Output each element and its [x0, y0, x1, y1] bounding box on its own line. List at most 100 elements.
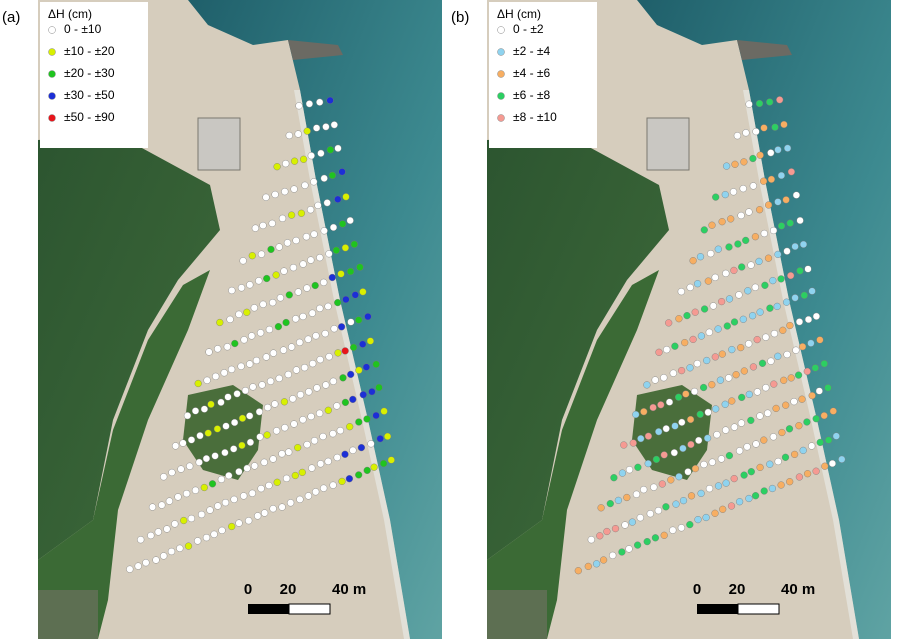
survey-point: [615, 497, 622, 504]
survey-point: [222, 499, 229, 506]
survey-point: [337, 427, 344, 434]
survey-point: [703, 514, 710, 521]
survey-point: [784, 351, 791, 358]
survey-point: [780, 377, 787, 384]
survey-point: [316, 254, 323, 261]
survey-point: [680, 445, 687, 452]
survey-point: [279, 450, 286, 457]
survey-point: [211, 531, 218, 538]
survey-point: [659, 481, 666, 488]
survey-point: [246, 413, 253, 420]
survey-point: [368, 440, 375, 447]
survey-point: [813, 313, 820, 320]
survey-point: [741, 159, 748, 166]
survey-point: [804, 368, 811, 375]
survey-point: [231, 496, 238, 503]
survey-point: [247, 439, 254, 446]
survey-point: [669, 527, 676, 534]
survey-point: [208, 401, 215, 408]
survey-point: [792, 294, 799, 301]
legend-label: ±2 - ±4: [513, 44, 551, 58]
survey-point: [281, 424, 288, 431]
survey-point: [274, 163, 281, 170]
survey-point: [342, 451, 349, 458]
survey-point: [357, 264, 364, 271]
survey-point: [292, 315, 299, 322]
survey-point: [678, 524, 685, 531]
survey-point: [260, 222, 267, 229]
survey-point: [356, 367, 363, 374]
survey-point: [342, 399, 349, 406]
survey-point: [270, 456, 277, 463]
survey-point: [678, 367, 685, 374]
survey-point: [126, 566, 133, 573]
survey-point: [380, 460, 387, 467]
survey-point: [808, 340, 815, 347]
survey-point: [738, 212, 745, 219]
survey-point: [316, 410, 323, 417]
survey-point: [286, 132, 293, 139]
survey-point: [155, 529, 162, 536]
survey-point: [292, 472, 299, 479]
survey-point: [709, 222, 716, 229]
legend-label: ±4 - ±6: [513, 66, 551, 80]
survey-point: [166, 498, 173, 505]
survey-point: [266, 482, 273, 489]
survey-point: [256, 408, 263, 415]
building: [198, 118, 240, 170]
survey-point: [741, 368, 748, 375]
survey-point: [143, 559, 150, 566]
survey-point: [656, 349, 663, 356]
survey-point: [305, 336, 312, 343]
survey-point: [800, 241, 807, 248]
survey-point: [318, 150, 325, 157]
survey-point: [295, 131, 302, 138]
survey-point: [286, 292, 293, 299]
survey-point: [338, 323, 345, 330]
survey-point: [299, 469, 306, 476]
survey-point: [760, 178, 767, 185]
survey-point: [373, 412, 380, 419]
survey-point: [604, 528, 611, 535]
survey-point: [705, 409, 712, 416]
survey-point: [786, 425, 793, 432]
survey-point: [276, 244, 283, 251]
survey-point: [712, 354, 719, 361]
survey-point: [775, 199, 782, 206]
survey-point: [795, 372, 802, 379]
survey-point: [287, 499, 294, 506]
survey-point: [797, 217, 804, 224]
survey-point: [249, 252, 256, 259]
survey-point: [619, 549, 626, 556]
survey-point: [261, 459, 268, 466]
survey-point: [635, 464, 642, 471]
survey-point: [726, 452, 733, 459]
survey-point: [817, 337, 824, 344]
survey-point: [288, 212, 295, 219]
survey-point: [221, 369, 228, 376]
survey-point: [283, 319, 290, 326]
survey-point: [660, 374, 667, 381]
survey-point: [707, 250, 714, 257]
survey-point: [158, 502, 165, 509]
survey-point: [312, 282, 319, 289]
survey-point: [355, 317, 362, 324]
legend-label: 0 - ±10: [64, 22, 102, 36]
survey-point: [296, 102, 303, 109]
survey-point: [770, 381, 777, 388]
survey-point: [267, 378, 274, 385]
survey-point: [381, 408, 388, 415]
survey-point: [809, 392, 816, 399]
survey-point: [672, 423, 679, 430]
survey-point: [239, 415, 246, 422]
survey-point: [738, 264, 745, 271]
survey-point: [260, 301, 267, 308]
survey-point: [644, 382, 651, 389]
survey-point: [719, 218, 726, 225]
survey-point: [722, 270, 729, 277]
survey-point: [611, 474, 618, 481]
dune-shadow: [38, 590, 98, 639]
survey-point: [709, 459, 716, 466]
survey-point: [320, 433, 327, 440]
survey-point: [754, 336, 761, 343]
